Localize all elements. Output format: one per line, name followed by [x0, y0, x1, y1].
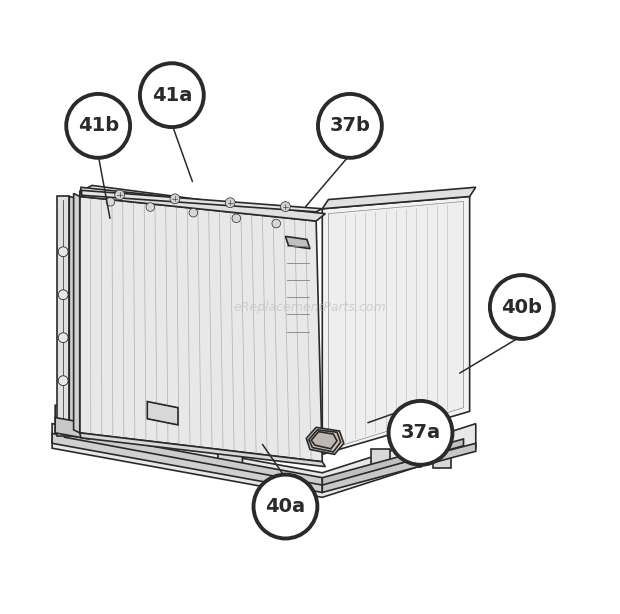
- Polygon shape: [402, 451, 420, 467]
- Polygon shape: [80, 433, 326, 467]
- Polygon shape: [80, 196, 322, 462]
- Polygon shape: [55, 418, 89, 439]
- Text: 41a: 41a: [152, 86, 192, 104]
- Circle shape: [58, 376, 68, 386]
- Polygon shape: [74, 193, 80, 433]
- Circle shape: [254, 475, 317, 538]
- Circle shape: [490, 275, 554, 339]
- Circle shape: [58, 333, 68, 343]
- Polygon shape: [52, 433, 322, 492]
- Polygon shape: [311, 432, 337, 449]
- Circle shape: [280, 201, 290, 211]
- Circle shape: [272, 219, 280, 228]
- Text: 41b: 41b: [78, 117, 119, 135]
- Polygon shape: [322, 439, 464, 485]
- Polygon shape: [80, 192, 304, 233]
- Circle shape: [115, 190, 125, 200]
- Polygon shape: [57, 196, 69, 436]
- Text: 37b: 37b: [329, 117, 370, 135]
- Circle shape: [58, 290, 68, 300]
- Circle shape: [389, 401, 453, 465]
- Polygon shape: [80, 185, 316, 221]
- Polygon shape: [80, 210, 304, 250]
- Polygon shape: [322, 187, 476, 209]
- Circle shape: [189, 208, 198, 217]
- Polygon shape: [68, 408, 80, 446]
- Polygon shape: [126, 419, 151, 456]
- Polygon shape: [218, 432, 242, 470]
- Polygon shape: [69, 196, 80, 437]
- Polygon shape: [55, 405, 77, 445]
- Circle shape: [232, 214, 241, 223]
- Polygon shape: [285, 236, 310, 249]
- Circle shape: [225, 198, 235, 208]
- Polygon shape: [433, 453, 451, 468]
- Text: 40a: 40a: [265, 497, 306, 516]
- Polygon shape: [371, 449, 390, 467]
- Circle shape: [106, 198, 115, 206]
- Text: eReplacementParts.com: eReplacementParts.com: [234, 300, 386, 314]
- Polygon shape: [64, 430, 322, 485]
- Circle shape: [318, 94, 382, 158]
- Polygon shape: [306, 427, 343, 454]
- Circle shape: [146, 203, 154, 211]
- Circle shape: [58, 247, 68, 257]
- Polygon shape: [148, 402, 178, 425]
- Circle shape: [170, 194, 180, 204]
- Text: 40b: 40b: [502, 298, 542, 316]
- Text: 37a: 37a: [401, 424, 441, 442]
- Circle shape: [140, 63, 204, 127]
- Polygon shape: [82, 190, 322, 212]
- Polygon shape: [329, 201, 464, 449]
- Circle shape: [66, 94, 130, 158]
- Polygon shape: [322, 196, 469, 454]
- Polygon shape: [309, 430, 341, 452]
- Polygon shape: [322, 443, 476, 492]
- Polygon shape: [80, 187, 326, 221]
- Polygon shape: [52, 424, 476, 497]
- Polygon shape: [135, 421, 148, 457]
